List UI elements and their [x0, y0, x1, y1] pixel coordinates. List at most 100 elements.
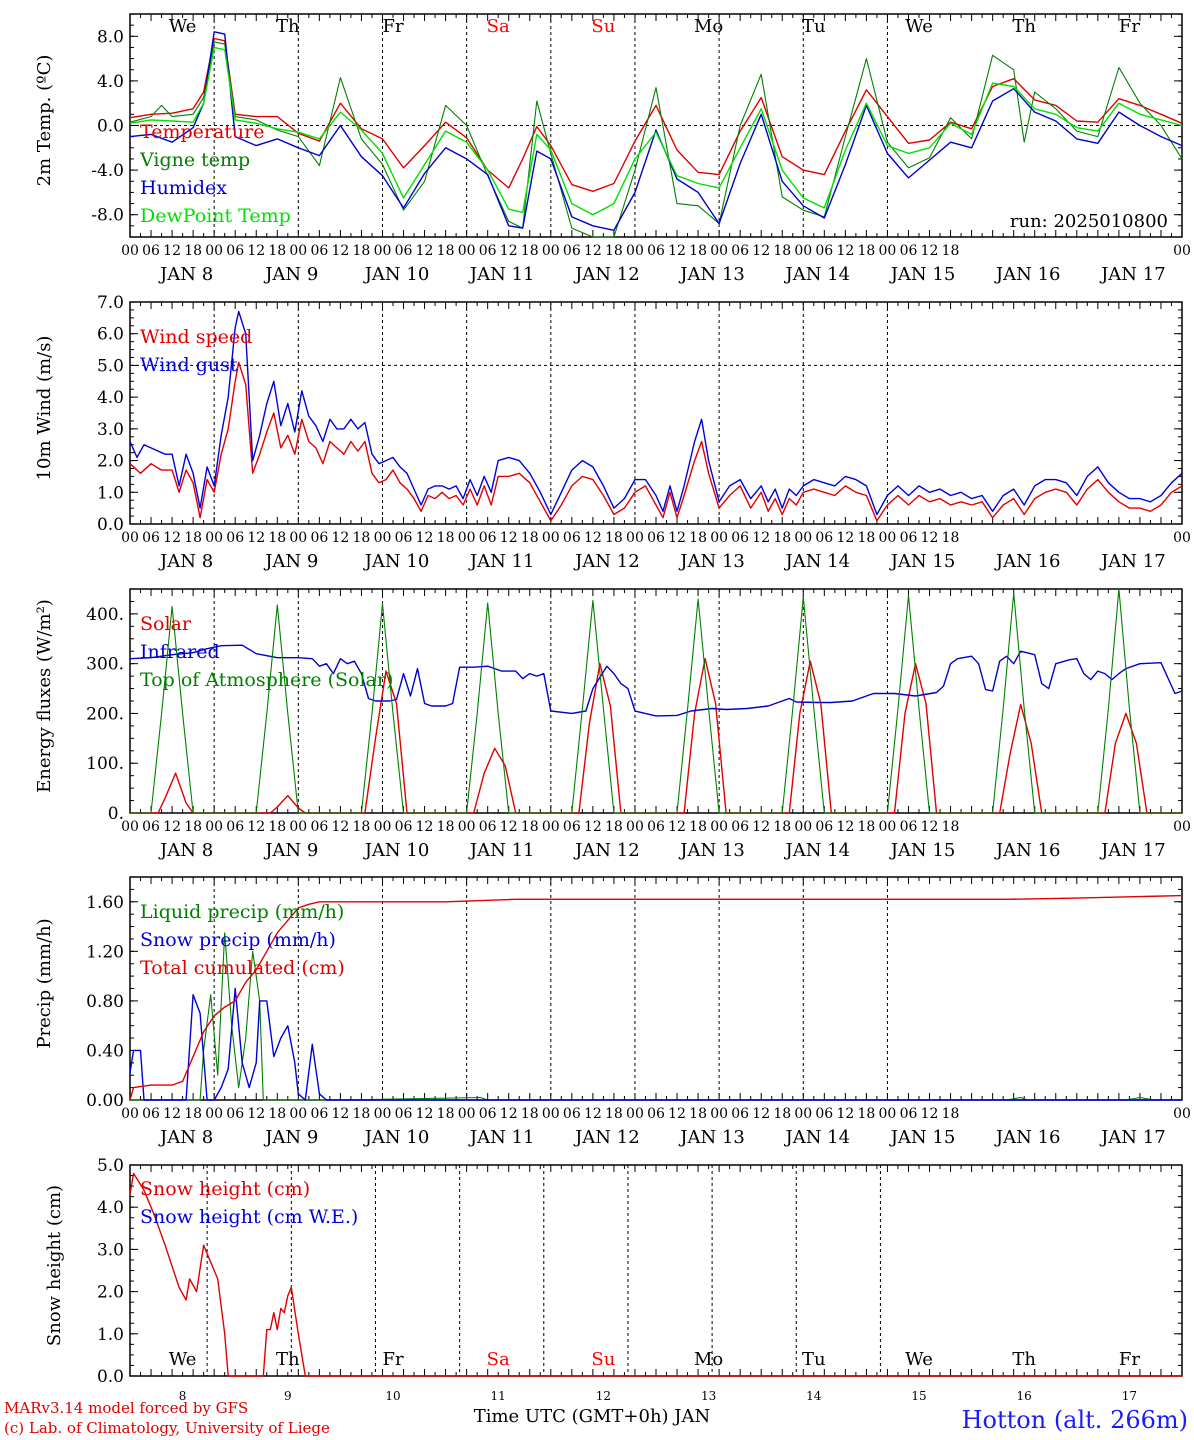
- legend-entry: Solar: [140, 613, 192, 635]
- hour-tick-label: 00: [374, 530, 392, 546]
- hour-tick-label: 00: [542, 243, 560, 259]
- hour-tick-label: 06: [900, 243, 918, 259]
- legend-entry: Total cumulated (cm): [140, 957, 345, 979]
- hour-tick-label: 00: [374, 819, 392, 835]
- hour-tick-label: 18: [184, 530, 202, 546]
- day-of-week-label: We: [169, 16, 197, 37]
- day-number-label: 15: [911, 1389, 926, 1403]
- y-tick-label: -8.0: [91, 206, 124, 226]
- hour-tick-label: 00: [205, 530, 223, 546]
- hour-tick-label: 12: [500, 819, 518, 835]
- y-tick-label: 0.: [108, 804, 124, 824]
- date-label: JAN 11: [468, 264, 535, 285]
- hour-tick-label: 06: [563, 1106, 581, 1122]
- y-tick-label: 4.0: [97, 388, 124, 408]
- y-tick-label: 3.0: [97, 420, 124, 440]
- hour-tick-label: 12: [921, 243, 939, 259]
- panel-5: 5.0 4.0 3.0 2.0 1.0 0.0 Snow height (cm) We 8 Th 9…: [44, 1156, 1183, 1403]
- hour-tick-label: 18: [773, 530, 791, 546]
- hour-tick-label: 00: [1173, 243, 1191, 259]
- day-of-week-label: Mo: [694, 1349, 723, 1370]
- date-label: JAN 8: [158, 840, 213, 861]
- hour-tick-label: 12: [752, 530, 770, 546]
- hour-tick-label: 12: [668, 530, 686, 546]
- hour-tick-label: 18: [857, 243, 875, 259]
- day-of-week-label: Fr: [1119, 16, 1140, 37]
- date-label: JAN 17: [1099, 551, 1166, 572]
- hour-tick-label: 00: [1173, 1106, 1191, 1122]
- date-label: JAN 13: [678, 264, 745, 285]
- y-tick-label: 100.: [86, 754, 124, 774]
- date-label: JAN 10: [363, 551, 430, 572]
- hour-tick-label: 18: [942, 819, 960, 835]
- y-axis-label: Snow height (cm): [44, 1185, 65, 1346]
- y-tick-label: 400.: [86, 605, 124, 625]
- y-tick-label: 0.0: [97, 1367, 124, 1387]
- footer-copyright-text: (c) Lab. of Climatology, University of L…: [4, 1419, 330, 1437]
- hour-tick-label: 00: [289, 1106, 307, 1122]
- hour-tick-label: 18: [521, 530, 539, 546]
- hour-tick-label: 12: [584, 1106, 602, 1122]
- y-tick-label: 8.0: [97, 27, 124, 47]
- date-label: JAN 15: [889, 264, 956, 285]
- y-tick-label: 7.0: [97, 293, 124, 313]
- hour-tick-label: 06: [142, 819, 160, 835]
- hour-tick-label: 00: [879, 1106, 897, 1122]
- hour-tick-label: 06: [310, 530, 328, 546]
- y-tick-label: 2.0: [97, 1283, 124, 1303]
- series-line: [129, 644, 1183, 717]
- y-tick-label: 1.0: [97, 1325, 124, 1345]
- day-of-week-label: Su: [591, 1349, 615, 1370]
- date-label: JAN 12: [573, 264, 640, 285]
- y-tick-label: 6.0: [97, 325, 124, 345]
- hour-tick-label: 18: [353, 530, 371, 546]
- hour-tick-label: 06: [563, 530, 581, 546]
- hour-tick-label: 12: [416, 243, 434, 259]
- day-number-label: 17: [1122, 1389, 1137, 1403]
- y-tick-label: 0.0: [97, 515, 124, 535]
- day-number-label: 9: [284, 1389, 292, 1403]
- day-of-week-label: Th: [1012, 16, 1036, 37]
- y-tick-label: 0.80: [86, 992, 124, 1012]
- hour-tick-label: 18: [942, 243, 960, 259]
- series-line: [130, 588, 1182, 814]
- date-label: JAN 10: [363, 840, 430, 861]
- hour-tick-label: 18: [437, 243, 455, 259]
- day-of-week-label: Tu: [802, 16, 826, 37]
- hour-tick-label: 12: [416, 819, 434, 835]
- day-of-week-label: Fr: [1119, 1349, 1140, 1370]
- date-label: JAN 15: [889, 840, 956, 861]
- hour-tick-label: 18: [521, 243, 539, 259]
- hour-tick-label: 18: [689, 243, 707, 259]
- hour-tick-label: 12: [416, 1106, 434, 1122]
- date-label: JAN 8: [158, 1127, 213, 1148]
- day-number-label: 12: [596, 1389, 611, 1403]
- hour-tick-label: 00: [794, 243, 812, 259]
- hour-tick-label: 06: [731, 243, 749, 259]
- series-line: [129, 37, 1183, 193]
- date-label: JAN 9: [263, 264, 318, 285]
- hour-tick-label: 00: [121, 1106, 139, 1122]
- hour-tick-label: 06: [395, 243, 413, 259]
- series-line: [129, 894, 1183, 1101]
- day-of-week-label: We: [905, 16, 933, 37]
- day-of-week-label: Th: [276, 1349, 300, 1370]
- day-of-week-label: Sa: [487, 16, 510, 37]
- date-label: JAN 10: [363, 1127, 430, 1148]
- series-line: [129, 31, 1183, 232]
- hour-tick-label: 12: [331, 1106, 349, 1122]
- hour-tick-label: 12: [752, 1106, 770, 1122]
- hour-tick-label: 06: [900, 819, 918, 835]
- date-label: JAN 15: [889, 551, 956, 572]
- hour-tick-label: 00: [205, 243, 223, 259]
- series-line: [129, 41, 1183, 238]
- hour-tick-label: 00: [458, 530, 476, 546]
- day-number-label: 10: [385, 1389, 400, 1403]
- hour-tick-label: 12: [921, 819, 939, 835]
- legend-entry: Humidex: [140, 177, 227, 199]
- hour-tick-label: 00: [121, 530, 139, 546]
- day-of-week-label: Tu: [802, 1349, 826, 1370]
- hour-tick-label: 18: [521, 819, 539, 835]
- hour-tick-label: 00: [626, 530, 644, 546]
- hour-tick-label: 00: [879, 530, 897, 546]
